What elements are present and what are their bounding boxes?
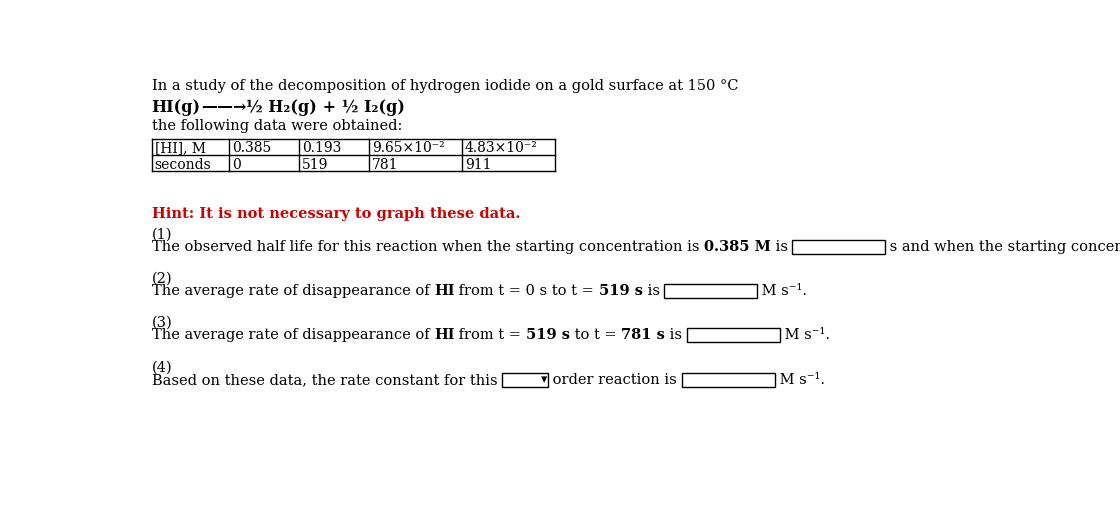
Text: 911: 911 xyxy=(465,158,492,172)
Text: Based on these data, the rate constant for this: Based on these data, the rate constant f… xyxy=(151,373,502,387)
Bar xyxy=(682,373,775,387)
Text: 519: 519 xyxy=(302,158,328,172)
Text: + ½ I₂(g): + ½ I₂(g) xyxy=(317,99,404,116)
Text: The observed half life for this reaction when the starting concentration is: The observed half life for this reaction… xyxy=(151,240,703,254)
Text: The average rate of disappearance of: The average rate of disappearance of xyxy=(151,284,433,298)
Text: ——→: ——→ xyxy=(200,99,246,116)
Text: 519 s: 519 s xyxy=(599,284,643,298)
Text: M s⁻¹.: M s⁻¹. xyxy=(780,328,830,342)
Text: order reaction is: order reaction is xyxy=(549,373,682,387)
Text: 781 s: 781 s xyxy=(622,328,665,342)
Text: ½ H₂(g): ½ H₂(g) xyxy=(246,99,317,116)
Text: 0: 0 xyxy=(232,158,241,172)
Text: HI(g): HI(g) xyxy=(151,99,200,116)
Text: (1): (1) xyxy=(151,227,172,241)
Text: 781: 781 xyxy=(372,158,399,172)
Bar xyxy=(502,373,549,387)
Text: Hint: It is not necessary to graph these data.: Hint: It is not necessary to graph these… xyxy=(151,207,520,221)
Text: M s⁻¹.: M s⁻¹. xyxy=(757,284,808,298)
Text: [HI], M: [HI], M xyxy=(155,141,206,155)
Text: is: is xyxy=(665,328,687,342)
Bar xyxy=(792,240,885,254)
Text: ▾: ▾ xyxy=(541,374,547,387)
Text: to t =: to t = xyxy=(570,328,622,342)
Text: is: is xyxy=(771,240,792,254)
Text: 9.65×10⁻²: 9.65×10⁻² xyxy=(372,141,445,155)
Bar xyxy=(687,328,780,342)
Text: (2): (2) xyxy=(151,271,172,285)
Text: is: is xyxy=(643,284,664,298)
Bar xyxy=(664,284,757,298)
Text: from t = 0 s to t =: from t = 0 s to t = xyxy=(455,284,599,298)
Text: 4.83×10⁻²: 4.83×10⁻² xyxy=(465,141,538,155)
Text: 0.193: 0.193 xyxy=(302,141,342,155)
Text: from t =: from t = xyxy=(455,328,526,342)
Text: (4): (4) xyxy=(151,361,172,375)
Text: s and when the starting concentration is: s and when the starting concentration is xyxy=(885,240,1120,254)
Text: the following data were obtained:: the following data were obtained: xyxy=(151,119,402,133)
Text: 0.385 M: 0.385 M xyxy=(703,240,771,254)
Text: The average rate of disappearance of: The average rate of disappearance of xyxy=(151,328,433,342)
Text: 519 s: 519 s xyxy=(526,328,570,342)
Text: In a study of the decomposition of hydrogen iodide on a gold surface at 150 °C: In a study of the decomposition of hydro… xyxy=(151,79,738,93)
Text: M s⁻¹.: M s⁻¹. xyxy=(775,373,824,387)
Text: seconds: seconds xyxy=(155,158,212,172)
Text: HI: HI xyxy=(433,328,455,342)
Text: HI: HI xyxy=(433,284,455,298)
Text: (3): (3) xyxy=(151,316,172,330)
Text: 0.385: 0.385 xyxy=(232,141,271,155)
